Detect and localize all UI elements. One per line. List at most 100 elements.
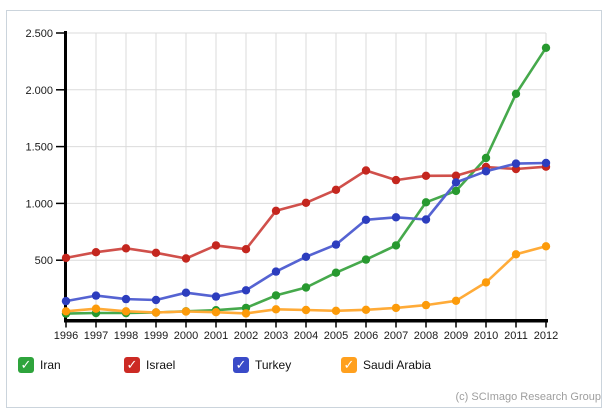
- data-point-israel-2001: [211, 241, 221, 250]
- x-tick-label: 1998: [114, 330, 138, 342]
- data-point-turkey-2010: [481, 167, 491, 176]
- data-point-turkey-2011: [511, 159, 521, 168]
- data-point-saudi-arabia-2006: [361, 305, 371, 314]
- data-point-turkey-2009: [451, 178, 461, 187]
- x-axis-tick: [185, 322, 187, 328]
- data-point-turkey-2004: [301, 252, 311, 261]
- x-axis-tick: [485, 322, 487, 328]
- data-point-israel-2008: [421, 171, 431, 180]
- legend-checkbox-israel[interactable]: ✓: [124, 357, 140, 373]
- data-point-israel-2004: [301, 198, 311, 207]
- data-point-iran-2010: [481, 153, 491, 163]
- x-tick-label: 2007: [384, 330, 408, 342]
- data-point-turkey-2000: [181, 288, 191, 297]
- data-point-israel-1999: [151, 248, 161, 257]
- x-tick-label: 2004: [294, 330, 318, 342]
- data-point-israel-2002: [241, 245, 251, 254]
- x-axis-tick: [65, 322, 67, 328]
- data-point-israel-1996: [61, 253, 71, 263]
- data-point-israel-2003: [271, 206, 281, 215]
- x-axis-tick: [545, 322, 547, 328]
- data-point-saudi-arabia-1997: [91, 304, 101, 313]
- y-axis-tick: [56, 145, 64, 148]
- data-point-iran-2007: [391, 241, 401, 250]
- x-tick-label: 2009: [444, 330, 468, 342]
- x-axis-tick: [245, 322, 247, 328]
- x-tick-label: 2003: [264, 330, 288, 342]
- y-axis: [64, 31, 67, 323]
- x-tick-label: 2006: [354, 330, 378, 342]
- y-axis-tick: [56, 259, 64, 261]
- x-tick-label: 1997: [84, 330, 108, 342]
- y-tick-label: 1.500: [25, 142, 53, 154]
- y-tick-label: 2.000: [25, 85, 53, 97]
- data-point-saudi-arabia-2012: [541, 242, 551, 251]
- data-point-iran-2011: [511, 89, 521, 99]
- legend-label-saudi-arabia: Saudi Arabia: [363, 358, 432, 372]
- data-point-saudi-arabia-1999: [151, 308, 161, 317]
- x-axis-tick: [215, 322, 217, 328]
- data-point-iran-2006: [361, 255, 371, 264]
- x-tick-label: 1996: [54, 330, 78, 342]
- data-point-saudi-arabia-2008: [421, 300, 431, 310]
- legend-label-iran: Iran: [40, 358, 61, 372]
- data-point-iran-2003: [271, 291, 281, 300]
- x-tick-label: 2005: [324, 330, 348, 342]
- y-tick-label: 500: [35, 255, 53, 267]
- data-point-turkey-2008: [421, 215, 431, 224]
- data-point-saudi-arabia-2010: [481, 278, 491, 287]
- data-point-turkey-2002: [241, 286, 251, 295]
- legend-checkbox-saudi-arabia[interactable]: ✓: [341, 357, 357, 373]
- data-point-israel-2007: [391, 175, 401, 185]
- data-point-turkey-1997: [91, 291, 101, 300]
- x-tick-label: 1999: [144, 330, 168, 342]
- data-point-iran-2008: [421, 198, 431, 207]
- data-point-israel-2006: [361, 166, 371, 175]
- x-tick-label: 2001: [204, 330, 228, 342]
- data-point-iran-2004: [301, 283, 311, 292]
- x-axis-tick: [395, 322, 397, 328]
- y-axis-tick: [56, 32, 64, 34]
- data-point-turkey-2001: [211, 292, 221, 301]
- data-point-iran-2012: [541, 43, 551, 52]
- data-point-israel-2005: [331, 185, 341, 194]
- data-point-israel-1997: [91, 248, 101, 257]
- x-tick-label: 2000: [174, 330, 198, 342]
- data-point-saudi-arabia-2009: [451, 296, 461, 305]
- data-point-saudi-arabia-1998: [121, 307, 131, 316]
- x-tick-label: 2002: [234, 330, 258, 342]
- data-point-saudi-arabia-2007: [391, 303, 401, 313]
- y-axis-tick: [56, 89, 64, 91]
- x-axis-tick: [335, 322, 337, 328]
- x-axis-tick: [515, 322, 517, 328]
- data-point-saudi-arabia-2004: [301, 305, 311, 315]
- data-point-turkey-1999: [151, 295, 161, 305]
- x-axis-tick: [95, 322, 97, 328]
- data-point-saudi-arabia-2001: [211, 308, 221, 317]
- data-point-saudi-arabia-2000: [181, 307, 191, 316]
- x-axis: [64, 319, 548, 323]
- x-tick-label: 2012: [534, 330, 558, 342]
- data-point-turkey-2003: [271, 267, 281, 276]
- y-tick-label: 1.000: [25, 198, 53, 210]
- data-point-turkey-1998: [121, 294, 131, 304]
- x-axis-tick: [305, 322, 307, 328]
- x-axis-tick: [455, 322, 457, 328]
- data-point-israel-1998: [121, 244, 131, 253]
- legend-checkbox-turkey[interactable]: ✓: [233, 357, 249, 373]
- legend-label-turkey: Turkey: [255, 358, 292, 372]
- data-point-saudi-arabia-2005: [331, 306, 341, 315]
- data-point-israel-2000: [181, 254, 191, 263]
- data-point-iran-2005: [331, 268, 341, 277]
- data-point-turkey-2012: [541, 158, 551, 168]
- data-point-turkey-1996: [61, 296, 71, 306]
- data-point-israel-2009: [451, 171, 461, 180]
- legend-label-israel: Israel: [146, 358, 176, 372]
- data-point-saudi-arabia-2002: [241, 309, 251, 318]
- data-point-saudi-arabia-2003: [271, 305, 281, 314]
- copyright-attribution: (c) SCImago Research Group: [455, 391, 602, 403]
- data-point-iran-2009: [451, 186, 461, 196]
- y-tick-label: 2.500: [25, 28, 53, 40]
- legend-checkbox-iran[interactable]: ✓: [18, 357, 34, 373]
